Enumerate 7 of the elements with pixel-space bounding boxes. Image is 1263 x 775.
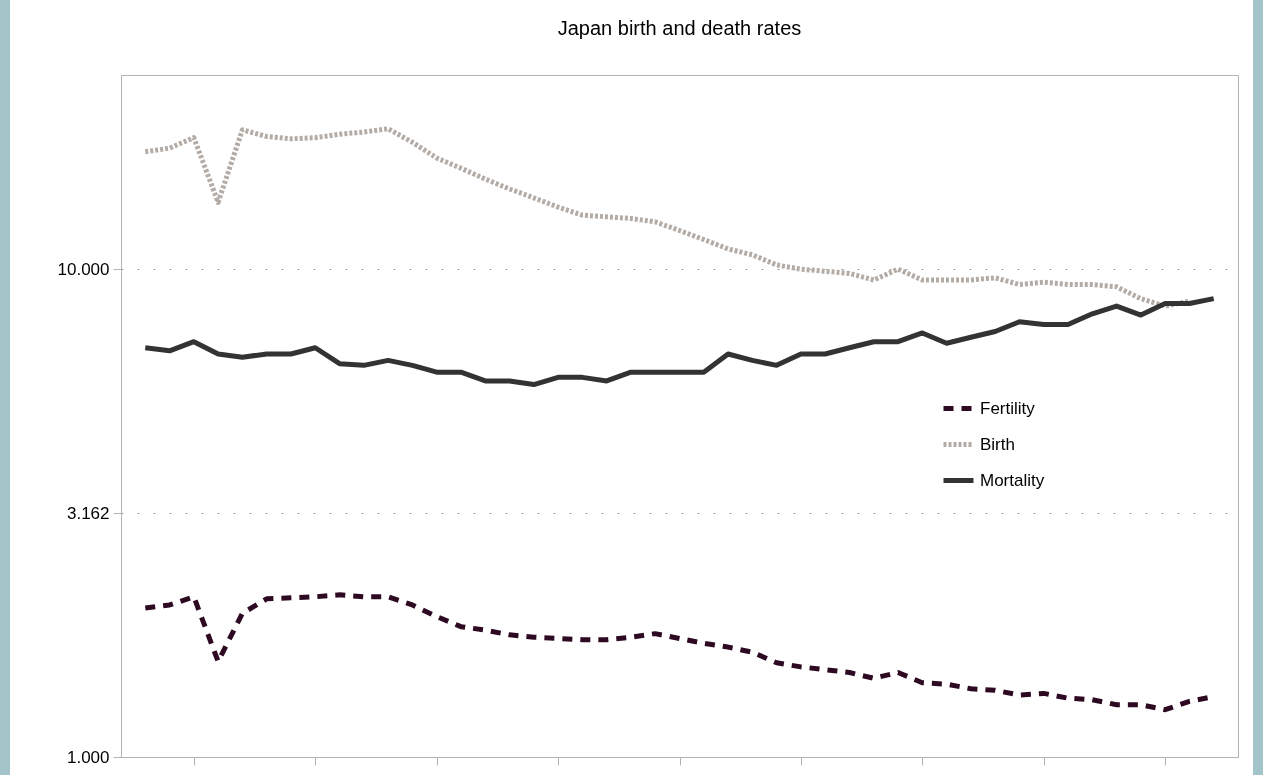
y-tick-label: 1.000	[66, 747, 110, 767]
y-tick-label: 3.162	[66, 503, 110, 523]
legend-label: Mortality	[980, 470, 1045, 490]
chart-title: Japan birth and death rates	[557, 17, 802, 39]
y-tick-label: 10.000	[57, 259, 110, 279]
legend-label: Birth	[980, 434, 1015, 454]
legend-label: Fertility	[980, 398, 1036, 418]
